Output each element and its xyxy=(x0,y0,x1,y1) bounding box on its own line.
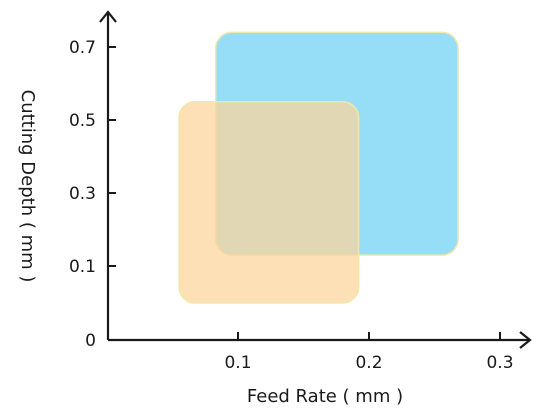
y-tick-label: 0 xyxy=(85,331,96,351)
y-tick-label: 0.7 xyxy=(69,38,96,58)
x-tick-label: 0.1 xyxy=(224,353,251,373)
x-tick-label: 0.2 xyxy=(355,353,382,373)
titles-layer: Feed Rate ( mm ) Cutting Depth ( mm ) xyxy=(17,90,403,407)
y-tick-label: 0.3 xyxy=(69,184,96,204)
y-tick-label: 0.5 xyxy=(69,111,96,131)
axes-layer xyxy=(99,10,532,349)
y-tick-label: 0.1 xyxy=(69,257,96,277)
y-axis-arrow xyxy=(99,10,117,23)
x-axis-arrow xyxy=(519,331,532,349)
regions-layer xyxy=(178,31,459,304)
x-axis-title: Feed Rate ( mm ) xyxy=(247,386,403,407)
y-axis-title: Cutting Depth ( mm ) xyxy=(17,90,38,283)
ticks-layer: 0.1 0.2 0.3 0 0.1 0.3 0.5 0.7 xyxy=(69,38,514,373)
region-2 xyxy=(178,100,360,304)
x-tick-label: 0.3 xyxy=(486,353,513,373)
